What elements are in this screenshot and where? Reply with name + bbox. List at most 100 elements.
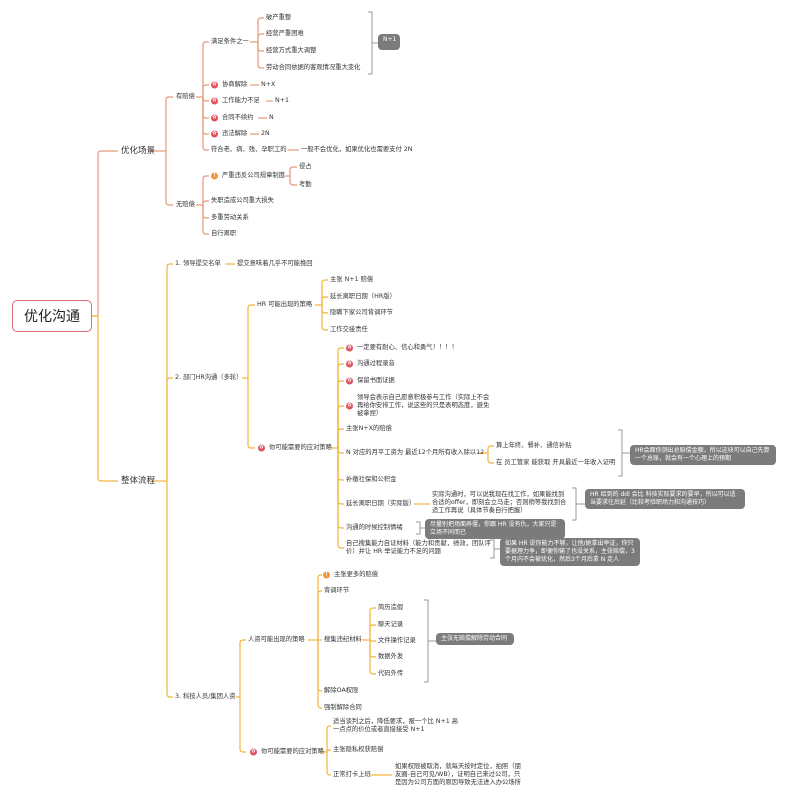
node-response-item[interactable]: N 对应的月平工资为 最近12个月所有收入除以12 bbox=[346, 449, 485, 456]
connector bbox=[337, 405, 344, 448]
red-flower-icon: ✿ bbox=[250, 748, 257, 756]
note-n-plus-1: N+1 bbox=[378, 34, 400, 50]
node-evidence-item[interactable]: 文件操作记录 bbox=[378, 637, 416, 644]
node-response-item[interactable]: 延长离职日期（实际版） bbox=[346, 500, 416, 507]
connector bbox=[337, 448, 344, 505]
node-hr3-item[interactable]: 背调环节 bbox=[324, 587, 350, 594]
node-hr-strategy[interactable]: HR 可能出现的策略 bbox=[257, 301, 313, 308]
node-response-item[interactable]: 沟通的时候控制情绪 bbox=[346, 524, 403, 531]
node-scene[interactable]: 优化场景 bbox=[121, 146, 156, 156]
node-incompetent[interactable]: 工作能力不足 bbox=[222, 97, 260, 104]
connector bbox=[317, 590, 322, 640]
node-special-value[interactable]: 一般不会优化，如果优化也需要支付 2N bbox=[301, 146, 413, 153]
node-evidence-item[interactable]: 简历造假 bbox=[378, 604, 404, 611]
node-hr-item[interactable]: 隐瞒下家公司背调环节 bbox=[330, 309, 393, 316]
node-illegal[interactable]: 违法解除 bbox=[222, 130, 248, 137]
node-value[interactable]: 2N bbox=[261, 130, 270, 137]
node-violation-item[interactable]: 侵占 bbox=[299, 163, 312, 170]
node-clockin-detail[interactable]: 如果权限被取消，就每天按时定位，拍照（朋友圈-自己可见/WB），证明自己来过公司… bbox=[395, 763, 521, 786]
connector bbox=[239, 639, 246, 697]
node-condition-item[interactable]: 劳动合同依据的客观情况重大变化 bbox=[266, 64, 361, 71]
note-evidence: 如果 HR 说你能力不够，让他/她拿出举证，你只要据理力争，即便你输了也没关系，… bbox=[500, 538, 640, 566]
node-step1-value[interactable]: 提交意味着几乎不可能挽回 bbox=[237, 260, 313, 267]
bracket bbox=[416, 521, 421, 535]
node-process[interactable]: 整体流程 bbox=[121, 476, 156, 486]
node-special[interactable]: 符合老、病、残、孕职工的 bbox=[211, 146, 287, 153]
connector bbox=[97, 150, 118, 316]
node-response-item[interactable]: 补缴社保和公积金 bbox=[346, 476, 397, 483]
connector bbox=[487, 453, 494, 464]
node-condition[interactable]: 满足条件之一 bbox=[211, 38, 249, 45]
note-extend: HR 给到的 ddl 会比 科技实际要求的要早，所以可以适当要求往后延（比较考验… bbox=[585, 489, 745, 509]
node-value[interactable]: N+X bbox=[261, 81, 276, 88]
node-compensated[interactable]: 有赔偿 bbox=[176, 93, 195, 100]
connector bbox=[337, 448, 344, 549]
node-hr3-item[interactable]: 搜集违纪材料 bbox=[324, 636, 362, 643]
node-value[interactable]: N+1 bbox=[275, 97, 289, 104]
connector bbox=[257, 33, 264, 42]
connector bbox=[166, 263, 173, 481]
node-condition-item[interactable]: 经营严重困难 bbox=[266, 30, 304, 37]
node-response[interactable]: 你可能需要的应对策略 bbox=[269, 444, 332, 451]
node-response-item[interactable]: 自己搜集能力自证材料（能力和贡献，绩效，团队评价）并让 HR 举证能力不足的问题 bbox=[346, 540, 491, 555]
node-salary-item[interactable]: 在 员工管家 能获取 开具最近一年收入证明 bbox=[496, 459, 616, 466]
node-evidence-item[interactable]: 聊天记录 bbox=[378, 621, 404, 628]
connector bbox=[337, 448, 344, 529]
connector bbox=[317, 574, 322, 640]
node-hr3-strategy[interactable]: 人资可能出现的策略 bbox=[248, 636, 305, 643]
node-step1[interactable]: 1. 领导提交名单 bbox=[175, 260, 221, 267]
connector bbox=[369, 624, 376, 640]
node-value[interactable]: N bbox=[269, 114, 274, 121]
node-response3-item[interactable]: 适当谈判之后，降低要求，报一个比 N+1 高一点点的价位或者直接接受 N+1 bbox=[333, 718, 459, 733]
node-uncomp-item[interactable]: 多重劳动关系 bbox=[211, 214, 249, 221]
note-emotion: 尽量别把场面弄僵，你跟 HR 没有仇，大家只是立场不同而已 bbox=[425, 519, 565, 539]
node-uncompensated[interactable]: 无赔偿 bbox=[176, 201, 195, 208]
node-violation-item[interactable]: 考勤 bbox=[299, 181, 312, 188]
connector bbox=[326, 725, 331, 752]
node-response-item[interactable]: 沟通过程录音 bbox=[357, 360, 395, 367]
node-response3[interactable]: 你可能需要的应对策略 bbox=[261, 748, 324, 755]
node-hr3-item[interactable]: 解除OA权限 bbox=[324, 687, 359, 694]
node-violation[interactable]: 严重违反公司规章制度 bbox=[222, 172, 285, 179]
node-hr-item[interactable]: 延长离职日期（HR版） bbox=[330, 293, 396, 300]
node-negotiate[interactable]: 协商解除 bbox=[222, 81, 248, 88]
connector bbox=[369, 607, 376, 640]
node-uncomp-item[interactable]: 自行离职 bbox=[211, 230, 237, 237]
node-uncomp-item[interactable]: 失职造成公司重大损失 bbox=[211, 197, 274, 204]
bracket bbox=[368, 11, 373, 75]
connector bbox=[369, 639, 376, 642]
node-evidence-item[interactable]: 数据外发 bbox=[378, 653, 404, 660]
connector bbox=[321, 305, 328, 314]
node-step2[interactable]: 2. 部门HR沟通（多轮） bbox=[175, 374, 243, 381]
node-hr-item[interactable]: 主张 N+1 赔偿 bbox=[330, 276, 374, 283]
node-condition-item[interactable]: 破产重整 bbox=[266, 14, 292, 21]
node-hr-item[interactable]: 工作交接责任 bbox=[330, 326, 368, 333]
node-response-item[interactable]: 一定要有耐心、信心和勇气！！！！ bbox=[357, 344, 458, 351]
red-flower-icon: ✿ bbox=[346, 377, 353, 385]
node-response-item[interactable]: 主张N+X的赔偿 bbox=[346, 425, 392, 432]
node-step3[interactable]: 3. 科技人员/集团人资 bbox=[175, 693, 236, 700]
node-response3-item[interactable]: 主张隐私权获赔偿 bbox=[333, 746, 384, 753]
node-response-item[interactable]: 保留书面证据 bbox=[357, 377, 395, 384]
bracket bbox=[618, 429, 623, 477]
connector bbox=[369, 640, 376, 658]
node-response3-item[interactable]: 正常打卡上班 bbox=[333, 771, 371, 778]
node-nonrenew[interactable]: 合同不续约 bbox=[222, 114, 254, 121]
note-salary: HR会面你测出总赔偿金额，所以这块可以自己先算一个总账，就会有一个心理上的预期 bbox=[630, 445, 776, 465]
connector bbox=[337, 428, 344, 448]
connector bbox=[202, 175, 209, 205]
red-flower-icon: ✿ bbox=[346, 402, 353, 410]
node-condition-item[interactable]: 经营方式重大调整 bbox=[266, 47, 317, 54]
node-hr3-item[interactable]: 强制解除合同 bbox=[324, 704, 362, 711]
root-node[interactable]: 优化沟通 bbox=[12, 300, 92, 332]
node-evidence-item[interactable]: 代码外传 bbox=[378, 670, 404, 677]
node-hr3-item[interactable]: 主张更多的赔偿 bbox=[334, 571, 379, 578]
red-flower-icon: ✿ bbox=[211, 130, 218, 138]
connector bbox=[166, 481, 173, 698]
node-extend-detail[interactable]: 实际沟通时，可以说我现在找工作，如果能找到合适的offer，即刻会立马走；否则稍… bbox=[432, 491, 567, 514]
connector bbox=[166, 377, 173, 481]
red-flower-icon: ✿ bbox=[258, 444, 265, 452]
node-response-item[interactable]: 领导会表示自己愿意积极参与工作（实际上不会再给你安排工作，说这些的只是表明态度，… bbox=[357, 394, 490, 417]
node-salary-item[interactable]: 算上年终、餐补、通信补贴 bbox=[496, 442, 572, 449]
